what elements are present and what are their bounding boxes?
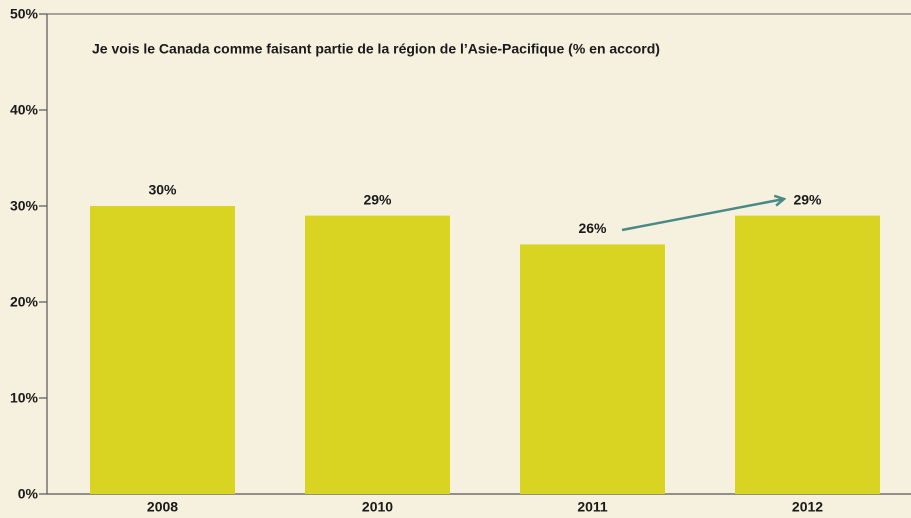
data-label: 26% [578, 220, 607, 236]
data-label: 30% [148, 182, 177, 198]
bar [735, 215, 880, 494]
bar [90, 206, 235, 494]
x-tick-label: 2011 [577, 499, 608, 515]
data-label: 29% [363, 191, 392, 207]
y-tick-label: 30% [10, 198, 39, 214]
y-tick-label: 0% [18, 486, 39, 502]
x-tick-label: 2010 [362, 499, 393, 515]
data-label: 29% [793, 191, 822, 207]
x-tick-label: 2012 [792, 499, 823, 515]
bar [305, 215, 450, 494]
y-tick-label: 50% [10, 6, 39, 22]
y-tick-label: 40% [10, 102, 39, 118]
x-tick-label: 2008 [147, 499, 178, 515]
y-tick-label: 20% [10, 294, 39, 310]
y-tick-label: 10% [10, 390, 39, 406]
chart-title: Je vois le Canada comme faisant partie d… [92, 41, 660, 57]
bar [520, 244, 665, 494]
trend-arrow [621, 199, 784, 232]
